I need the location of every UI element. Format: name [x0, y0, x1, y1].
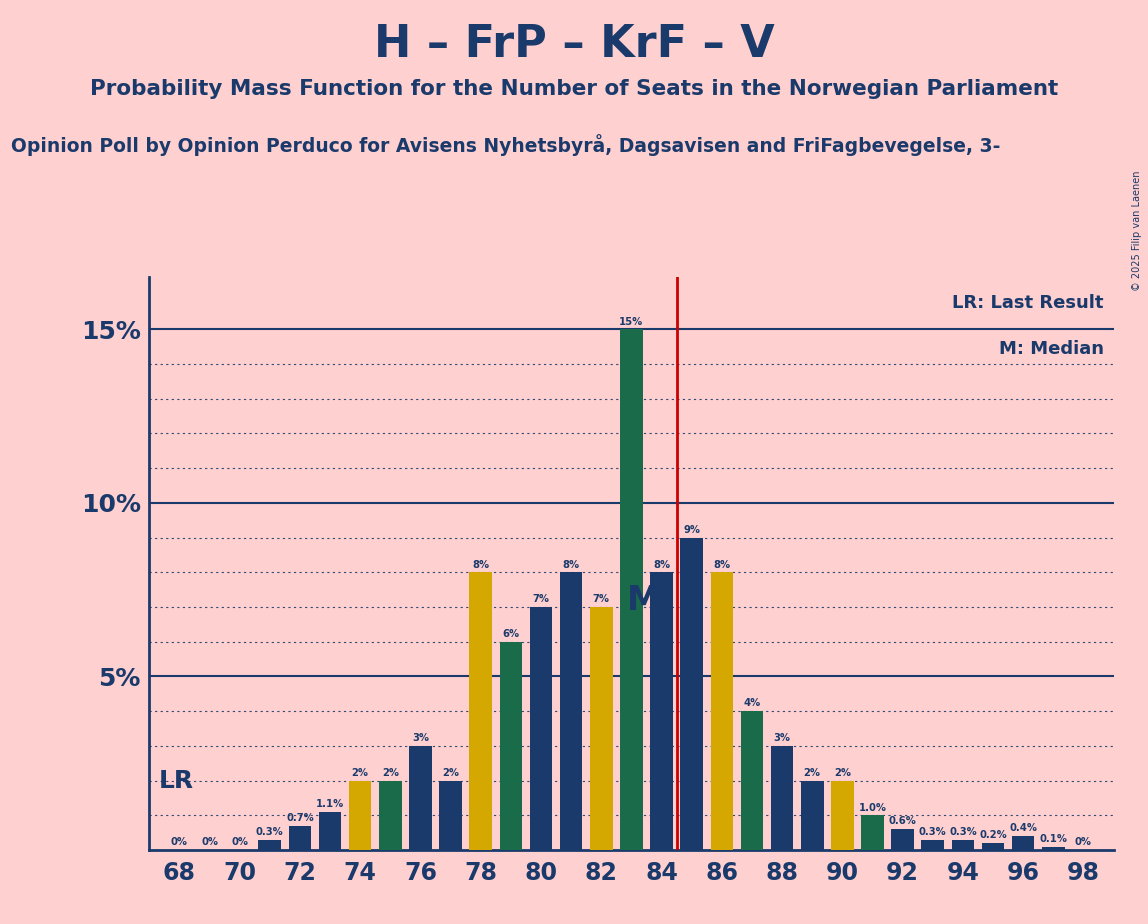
Bar: [319, 812, 341, 850]
Bar: [681, 538, 703, 850]
Text: 6%: 6%: [503, 629, 519, 639]
Bar: [861, 815, 884, 850]
Bar: [1011, 836, 1034, 850]
Text: 1.0%: 1.0%: [859, 803, 886, 812]
Text: 0%: 0%: [1075, 837, 1092, 847]
Text: 0.3%: 0.3%: [918, 827, 947, 837]
Bar: [801, 781, 823, 850]
Text: © 2025 Filip van Laenen: © 2025 Filip van Laenen: [1132, 171, 1142, 291]
Text: 2%: 2%: [833, 768, 851, 778]
Bar: [831, 781, 854, 850]
Text: 7%: 7%: [592, 594, 610, 604]
Text: 3%: 3%: [412, 733, 429, 743]
Bar: [409, 746, 432, 850]
Text: 9%: 9%: [683, 525, 700, 535]
Bar: [1042, 846, 1064, 850]
Text: 0%: 0%: [171, 837, 188, 847]
Bar: [770, 746, 793, 850]
Text: 0%: 0%: [231, 837, 248, 847]
Text: 15%: 15%: [619, 317, 644, 326]
Text: LR: LR: [158, 769, 193, 793]
Bar: [560, 572, 582, 850]
Text: M: M: [627, 584, 660, 616]
Text: LR: Last Result: LR: Last Result: [953, 295, 1104, 312]
Bar: [711, 572, 734, 850]
Bar: [590, 607, 613, 850]
Bar: [650, 572, 673, 850]
Bar: [529, 607, 552, 850]
Bar: [952, 840, 975, 850]
Bar: [440, 781, 461, 850]
Bar: [982, 843, 1004, 850]
Bar: [349, 781, 372, 850]
Text: 0%: 0%: [201, 837, 218, 847]
Bar: [620, 329, 643, 850]
Text: 8%: 8%: [653, 560, 670, 569]
Text: 2%: 2%: [804, 768, 821, 778]
Text: 0.6%: 0.6%: [889, 817, 916, 826]
Text: 4%: 4%: [743, 699, 761, 709]
Text: Opinion Poll by Opinion Perduco for Avisens Nyhetsbyrå, Dagsavisen and FriFagbev: Opinion Poll by Opinion Perduco for Avis…: [11, 134, 1001, 156]
Bar: [499, 642, 522, 850]
Text: 0.7%: 0.7%: [286, 813, 313, 823]
Text: 8%: 8%: [713, 560, 730, 569]
Text: 0.3%: 0.3%: [949, 827, 977, 837]
Text: 2%: 2%: [442, 768, 459, 778]
Bar: [379, 781, 402, 850]
Text: 0.1%: 0.1%: [1039, 833, 1068, 844]
Text: 0.4%: 0.4%: [1009, 823, 1037, 833]
Bar: [258, 840, 281, 850]
Text: 0.3%: 0.3%: [256, 827, 284, 837]
Text: 2%: 2%: [382, 768, 398, 778]
Text: 0.2%: 0.2%: [979, 831, 1007, 840]
Text: 3%: 3%: [774, 733, 791, 743]
Bar: [740, 711, 763, 850]
Bar: [470, 572, 492, 850]
Bar: [891, 829, 914, 850]
Text: 1.1%: 1.1%: [316, 799, 344, 809]
Text: 8%: 8%: [472, 560, 489, 569]
Bar: [922, 840, 944, 850]
Text: M: Median: M: Median: [999, 340, 1104, 359]
Text: 8%: 8%: [563, 560, 580, 569]
Text: 7%: 7%: [533, 594, 550, 604]
Text: 2%: 2%: [351, 768, 369, 778]
Text: H – FrP – KrF – V: H – FrP – KrF – V: [373, 23, 775, 67]
Text: Probability Mass Function for the Number of Seats in the Norwegian Parliament: Probability Mass Function for the Number…: [90, 79, 1058, 99]
Bar: [288, 826, 311, 850]
